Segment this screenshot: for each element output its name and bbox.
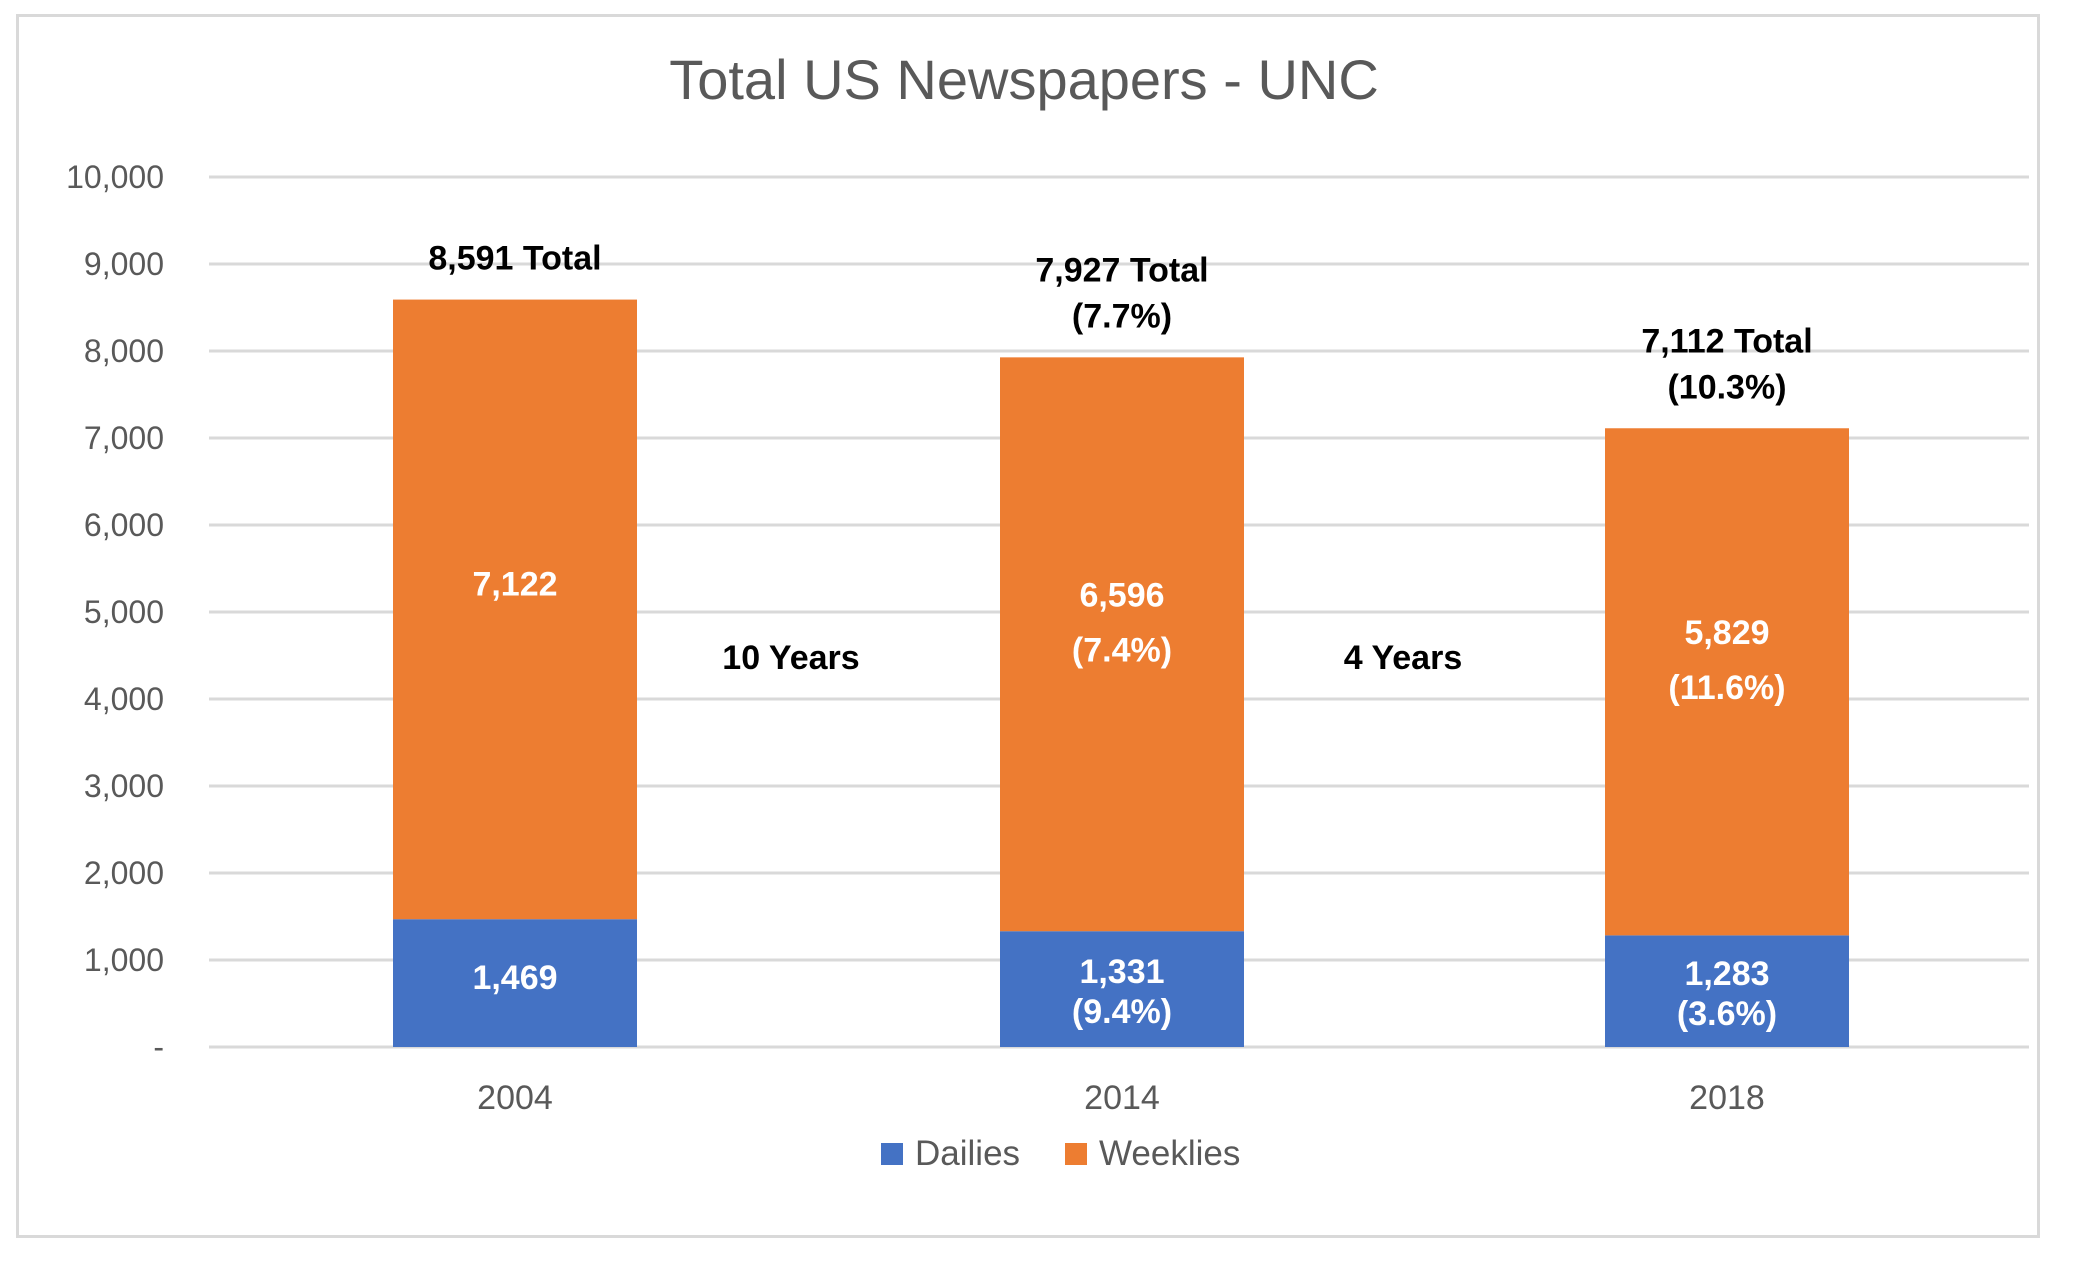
data-labels: 1,469 1,331(9.4%) 1,283(3.6%) 7,122 6,596 (7.…	[428, 240, 1812, 1034]
y-tick-label: 7,000	[84, 420, 164, 456]
y-tick-label: 3,000	[84, 768, 164, 804]
total-label: 8,591 Total	[428, 240, 601, 278]
legend: Dailies Weeklies	[881, 1134, 1240, 1173]
chart-title: Total US Newspapers - UNC	[669, 48, 1379, 111]
bar-weeklies-2014	[1000, 357, 1244, 932]
y-tick-label: 5,000	[84, 594, 164, 630]
x-axis: 2004 2014 2018	[477, 1079, 1765, 1117]
x-tick-label: 2018	[1689, 1079, 1765, 1117]
segment-label: 6,596	[1079, 576, 1164, 614]
segment-label: (3.6%)	[1677, 995, 1777, 1033]
chart-svg: Total US Newspapers - UNC - 1,000 2,000 3,0…	[66, 48, 2029, 1173]
bar-weeklies-2004	[393, 299, 637, 920]
legend-label-weeklies: Weeklies	[1099, 1134, 1240, 1173]
y-tick-label: 4,000	[84, 681, 164, 717]
bar-dailies-2014	[1000, 931, 1244, 1047]
y-tick-label: 1,000	[84, 942, 164, 978]
bar-dailies-2004	[393, 919, 637, 1047]
segment-label: (9.4%)	[1072, 993, 1172, 1031]
segment-label: 1,283	[1684, 955, 1769, 993]
segment-label: 5,829	[1684, 614, 1769, 652]
total-label: (10.3%)	[1667, 368, 1786, 406]
x-tick-label: 2014	[1084, 1079, 1160, 1117]
x-tick-label: 2004	[477, 1079, 553, 1117]
total-label: (7.7%)	[1072, 297, 1172, 335]
legend-label-dailies: Dailies	[915, 1134, 1020, 1173]
y-tick-label: -	[153, 1029, 164, 1065]
annotation-label: 4 Years	[1344, 639, 1463, 677]
y-tick-label: 8,000	[84, 333, 164, 369]
y-tick-label: 9,000	[84, 246, 164, 282]
segment-label: (7.4%)	[1072, 631, 1172, 669]
annotation-label: 10 Years	[722, 639, 859, 677]
legend-swatch-dailies	[881, 1143, 903, 1165]
bar-weeklies-2018	[1605, 428, 1849, 936]
y-tick-label: 6,000	[84, 507, 164, 543]
bar-dailies-2018	[1605, 935, 1849, 1047]
chart-frame: Total US Newspapers - UNC - 1,000 2,000 3,0…	[16, 14, 2040, 1238]
total-label: 7,112 Total	[1641, 322, 1812, 360]
segment-label: 1,469	[472, 959, 557, 997]
segment-label: 1,331	[1079, 953, 1164, 991]
segment-label: (11.6%)	[1668, 669, 1785, 707]
y-tick-label: 10,000	[66, 159, 164, 195]
total-label: 7,927 Total	[1035, 251, 1208, 289]
segment-label: 7,122	[472, 565, 557, 603]
y-axis: - 1,000 2,000 3,000 4,000 5,000 6,000 7,000 8,00…	[66, 159, 164, 1065]
legend-swatch-weeklies	[1065, 1143, 1087, 1165]
y-tick-label: 2,000	[84, 855, 164, 891]
bars	[393, 299, 1849, 1047]
